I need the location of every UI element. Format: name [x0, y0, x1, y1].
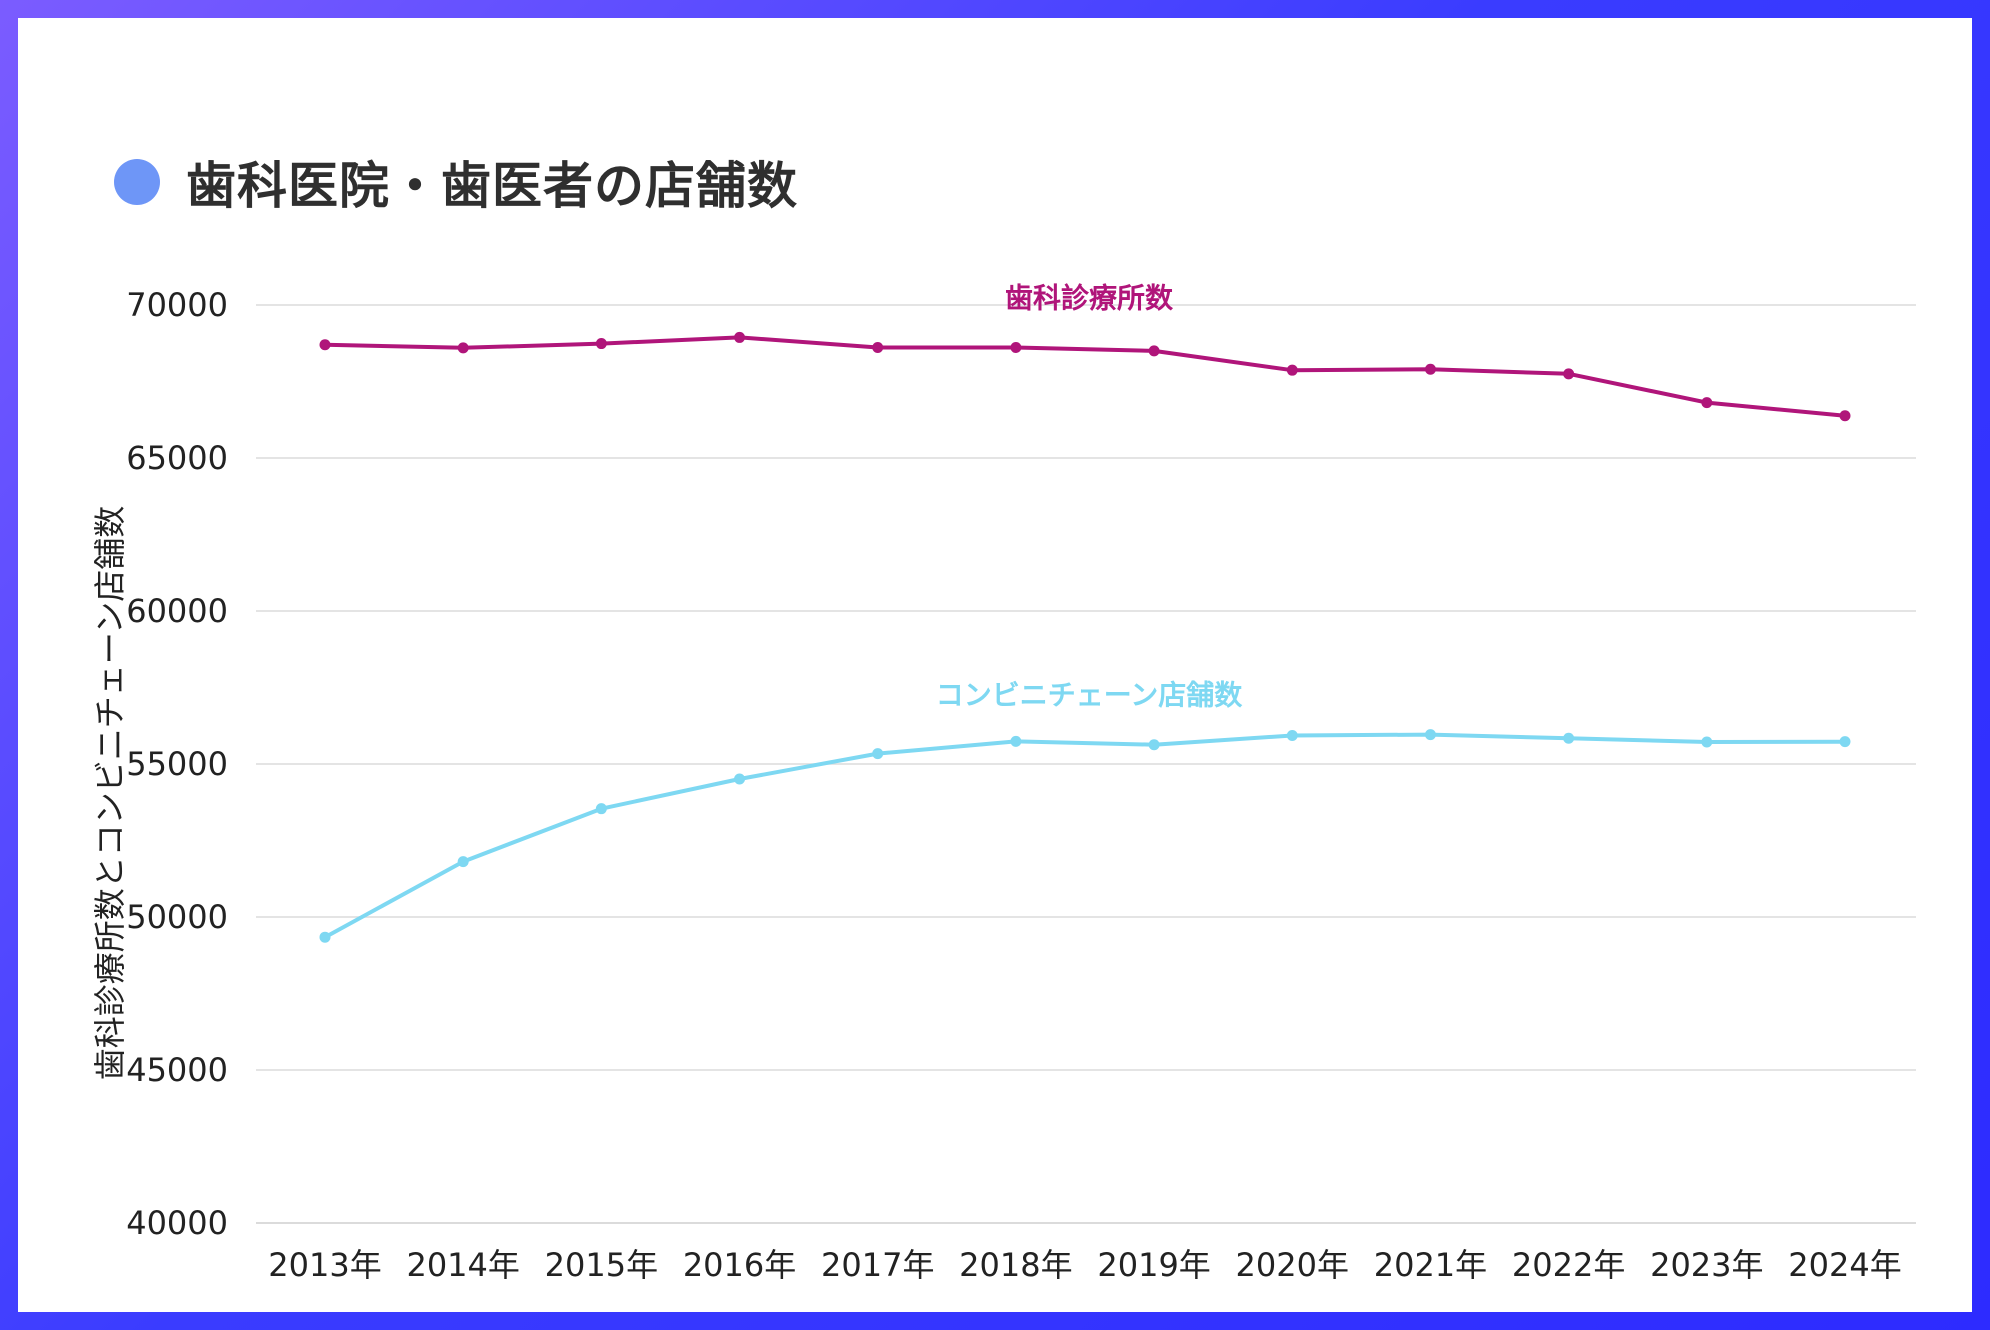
data-point: [872, 748, 884, 760]
data-point: [457, 342, 469, 354]
data-point: [319, 931, 331, 943]
data-point: [1148, 739, 1160, 751]
x-tick-label: 2013年: [268, 1246, 381, 1284]
data-point: [1701, 736, 1713, 748]
data-point: [734, 773, 746, 785]
x-tick-label: 2017年: [821, 1246, 934, 1284]
data-point: [1286, 364, 1298, 376]
y-tick-label: 60000: [126, 592, 228, 630]
x-tick-label: 2024年: [1788, 1246, 1901, 1284]
data-point: [872, 342, 884, 354]
x-tick-label: 2023年: [1650, 1246, 1763, 1284]
chart-title: 歯科医院・歯医者の店舗数: [186, 157, 798, 215]
data-point: [457, 856, 469, 868]
series-line: [323, 335, 1847, 418]
x-tick-label: 2020年: [1236, 1246, 1349, 1284]
series-label: コンビニチェーン店舗数: [936, 679, 1244, 712]
data-point: [1286, 730, 1298, 742]
data-point: [319, 339, 331, 351]
data-point: [595, 803, 607, 815]
x-tick-label: 2019年: [1097, 1246, 1210, 1284]
x-tick-label: 2022年: [1512, 1246, 1625, 1284]
data-point: [1839, 736, 1851, 748]
x-tick-label: 2014年: [406, 1246, 519, 1284]
x-tick-label: 2018年: [959, 1246, 1072, 1284]
y-tick-label: 40000: [126, 1204, 228, 1242]
data-point: [595, 338, 607, 350]
data-point: [1839, 410, 1851, 422]
y-tick-label: 50000: [126, 898, 228, 936]
data-point: [1010, 342, 1022, 354]
data-point: [1563, 732, 1575, 744]
chart-header: 歯科医院・歯医者の店舗数: [114, 146, 798, 218]
y-tick-label: 55000: [126, 745, 228, 783]
data-point: [1424, 729, 1436, 741]
series-label: 歯科診療所数: [1005, 281, 1174, 314]
x-tick-label: 2016年: [683, 1246, 796, 1284]
x-tick-label: 2015年: [545, 1246, 658, 1284]
y-tick-label: 70000: [126, 286, 228, 324]
chart-card: 歯科医院・歯医者の店舗数 歯科診療所数とコンビニチェーン店舗数 40000 450…: [18, 18, 1972, 1312]
data-point: [1701, 397, 1713, 409]
data-point: [734, 331, 746, 343]
line-chart: 40000 45000 50000 55000 60000 65000 70000 2013年…: [126, 281, 1916, 1284]
series-line: [323, 732, 1847, 940]
data-point: [1010, 735, 1022, 747]
data-point: [1424, 363, 1436, 375]
data-point: [1563, 368, 1575, 380]
x-tick-label: 2021年: [1374, 1246, 1487, 1284]
y-tick-label: 45000: [126, 1051, 228, 1089]
data-point: [1148, 345, 1160, 357]
y-tick-label: 65000: [126, 439, 228, 477]
title-bullet-icon: [114, 159, 160, 205]
